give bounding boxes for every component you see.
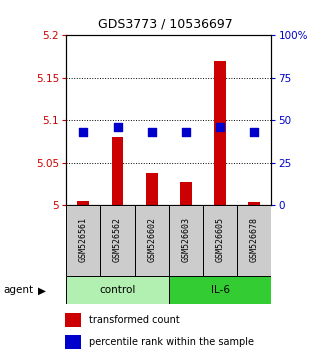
Text: agent: agent — [3, 285, 33, 295]
Text: ▶: ▶ — [38, 285, 46, 295]
Text: GSM526602: GSM526602 — [147, 217, 156, 262]
Bar — [146, 173, 158, 205]
Text: GSM526561: GSM526561 — [79, 217, 88, 262]
Point — [149, 130, 154, 135]
Text: GSM526603: GSM526603 — [181, 217, 190, 262]
Point — [252, 130, 257, 135]
Text: transformed count: transformed count — [89, 315, 180, 325]
Text: control: control — [99, 285, 136, 295]
Text: IL-6: IL-6 — [211, 285, 230, 295]
FancyBboxPatch shape — [66, 276, 169, 304]
FancyBboxPatch shape — [169, 205, 203, 276]
Bar — [65, 313, 81, 327]
Bar — [77, 201, 89, 205]
Text: GSM526605: GSM526605 — [215, 217, 225, 262]
FancyBboxPatch shape — [203, 205, 237, 276]
FancyBboxPatch shape — [135, 205, 169, 276]
FancyBboxPatch shape — [100, 205, 135, 276]
FancyBboxPatch shape — [66, 205, 100, 276]
Text: percentile rank within the sample: percentile rank within the sample — [89, 337, 255, 347]
Text: GDS3773 / 10536697: GDS3773 / 10536697 — [98, 18, 233, 30]
FancyBboxPatch shape — [237, 205, 271, 276]
Bar — [65, 335, 81, 349]
Bar — [214, 61, 226, 205]
Point — [217, 124, 223, 130]
Point — [115, 124, 120, 130]
Text: GSM526562: GSM526562 — [113, 217, 122, 262]
Point — [81, 130, 86, 135]
Text: GSM526678: GSM526678 — [250, 217, 259, 262]
Point — [183, 130, 189, 135]
Bar — [180, 182, 192, 205]
Bar — [112, 137, 123, 205]
Bar — [248, 202, 260, 205]
FancyBboxPatch shape — [169, 276, 271, 304]
